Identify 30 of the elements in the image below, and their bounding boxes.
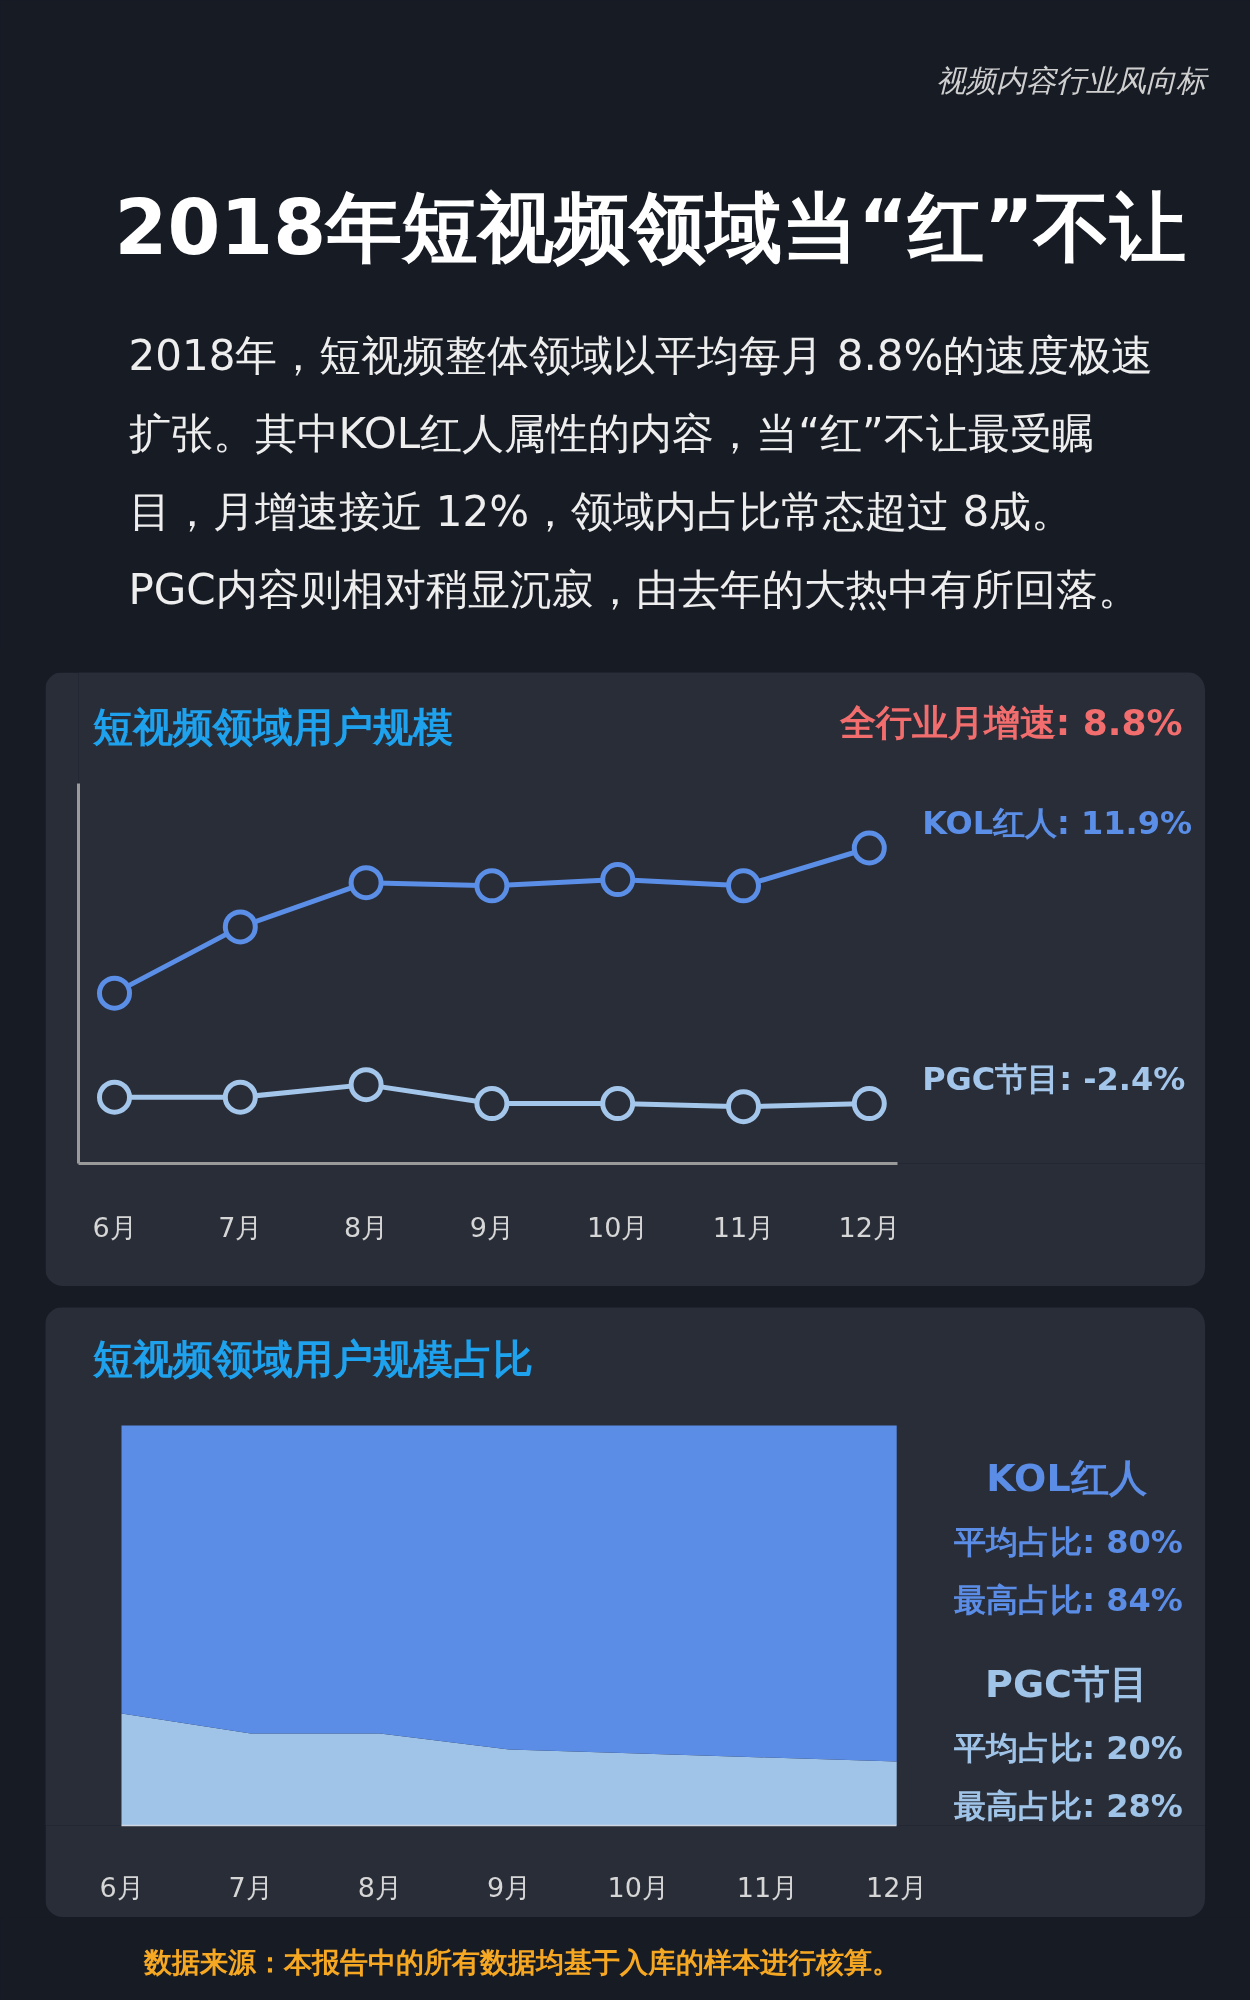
x-tick-label: 11月 — [712, 1211, 775, 1243]
x-tick-label: 10月 — [607, 1871, 669, 1903]
text: KOL红人 — [986, 1455, 1147, 1500]
annotation: PGC节目: -2.4% — [922, 1059, 1186, 1098]
x-tick-label: 6月 — [99, 1871, 144, 1903]
x-tick-label: 8月 — [344, 1211, 389, 1243]
text: 2018年，短视频整体领域以平均每月 8.8%的速度极速扩张。其中KOL红人属性的内容，当“红”不让最受瞩目，月增速接近 12%，领域内占比常态超过 8成。 — [128, 331, 1154, 536]
annotation: KOL红人: 11.9% — [922, 804, 1193, 842]
x-tick-label: 11月 — [736, 1871, 799, 1903]
text: 平均占比: 80% — [953, 1522, 1183, 1561]
text: PGC节目 — [985, 1661, 1148, 1706]
x-tick-label: 7月 — [218, 1211, 263, 1243]
text: 平均占比: 20% — [953, 1728, 1183, 1767]
x-tick-label: 10月 — [587, 1211, 649, 1243]
source-note: 数据来源：本报告中的所有数据均基于入库的样本进行核算。 — [142, 1946, 900, 1979]
text: 2018年短视频领域当“红”不让 — [114, 183, 1186, 272]
x-tick-label: 12月 — [866, 1871, 928, 1903]
x-tick-label: 12月 — [838, 1211, 900, 1243]
text: 视频内容行业风向标 — [935, 63, 1209, 98]
chart-title: 短视频领域用户规模 — [91, 703, 453, 750]
x-tick-label: 9月 — [487, 1871, 532, 1903]
chart-title: 短视频领域用户规模占比 — [91, 1335, 533, 1382]
x-tick-label: 7月 — [228, 1871, 273, 1903]
x-tick-label: 6月 — [92, 1211, 137, 1243]
text: 最高占比: 28% — [954, 1786, 1183, 1825]
text: 全行业月增速: 8.8% — [838, 702, 1183, 743]
text: PGC内容则相对稍显沉寂，由去年的大热中有所回落。 — [128, 565, 1140, 614]
x-tick-label: 9月 — [469, 1211, 514, 1243]
text: 最高占比: 84% — [954, 1580, 1183, 1619]
x-tick-label: 8月 — [357, 1871, 402, 1903]
